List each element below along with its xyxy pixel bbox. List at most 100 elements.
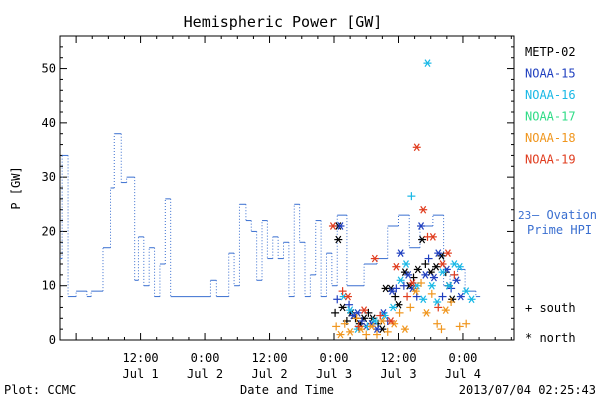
legend: METP-02 NOAA-15 NOAA-16 NOAA-17 NOAA-18 NOAA-… [518,45,597,345]
data-point [383,327,392,336]
data-point [409,273,418,282]
legend-entry: NOAA-15 [525,67,576,81]
data-point [456,292,465,301]
legend-entry: NOAA-17 [525,110,576,124]
x-tick-label: 12:00 [380,351,416,365]
point-stroke [412,287,419,295]
data-point [406,303,415,312]
point-stroke [381,311,388,320]
x-tick-date-label: Jul 1 [123,367,159,381]
point-stroke [442,306,449,314]
data-point [400,325,409,333]
data-point [392,284,401,293]
data-point [340,319,349,328]
point-stroke [409,279,416,287]
x-tick-label: 0:00 [191,351,220,365]
data-point [444,281,453,290]
marker-legend-entry: * north [525,331,576,345]
data-point [338,287,347,296]
point-stroke [446,281,452,290]
point-stroke [337,222,344,230]
y-tick-label: 50 [42,62,56,76]
data-point [467,295,476,304]
data-point [438,260,447,268]
data-point [452,276,461,285]
footer-timestamp: 2013/07/04 02:25:43 [459,383,596,397]
point-stroke [371,254,378,263]
point-stroke [457,292,464,301]
data-point [417,222,426,230]
data-point [336,330,345,339]
data-point [422,309,431,317]
data-point [396,276,405,285]
y-tick-label: 10 [42,279,56,293]
point-stroke [361,306,368,314]
data-point [455,262,464,271]
point-stroke [439,268,446,276]
point-stroke [451,260,458,268]
data-point [421,271,430,279]
data-point [354,322,363,331]
point-stroke [335,235,342,244]
point-stroke [393,262,400,271]
data-point [370,254,379,263]
data-point [437,325,446,334]
data-point [462,319,471,328]
data-point [413,265,422,274]
data-point [333,295,342,304]
data-point [372,330,381,339]
point-stroke [344,292,351,301]
data-point [450,270,459,279]
data-point [443,249,452,257]
data-point [392,262,401,271]
data-point [336,222,345,230]
point-stroke [422,271,429,279]
data-point [423,59,432,67]
x-tick-label: 12:00 [123,351,159,365]
data-point [408,279,417,287]
plot-frame [59,35,515,341]
point-stroke [463,287,470,295]
legend-entry: METP-02 [525,45,576,59]
point-stroke [456,262,463,271]
point-stroke [420,295,427,304]
data-point [404,271,413,279]
data-point [438,292,447,301]
data-point [417,279,426,287]
point-stroke [403,260,409,268]
point-stroke [337,330,344,339]
data-point [331,308,340,317]
point-stroke [347,328,354,336]
data-point [419,295,428,304]
data-point [424,254,433,263]
data-point [402,260,411,268]
point-stroke [401,268,408,276]
chart-title: Hemispheric Power [GW] [184,13,383,31]
point-stroke [405,271,412,279]
y-tick-label: 20 [42,224,56,238]
data-point [362,330,371,339]
data-point [334,235,343,244]
y-axis-label: P [GW] [9,166,23,209]
data-point [421,260,430,268]
satellite-points [328,59,476,339]
point-stroke [329,222,336,230]
data-point [376,311,385,320]
data-point [438,268,447,276]
x-tick-date-label: Jul 2 [187,367,223,381]
point-stroke [453,276,460,285]
point-stroke [379,317,386,325]
point-stroke [420,205,427,214]
point-stroke [439,260,446,268]
ovation-legend-label: Prime HPI [527,223,592,237]
ovation-legend-label: — Ovation [532,208,597,222]
point-stroke [397,249,404,257]
ovation-series [60,133,481,298]
point-stroke [379,325,386,333]
data-point [389,303,398,312]
legend-entry: NOAA-18 [525,131,576,145]
data-point [427,289,436,298]
data-point [328,222,337,230]
point-stroke [423,309,430,317]
point-stroke [435,249,442,257]
